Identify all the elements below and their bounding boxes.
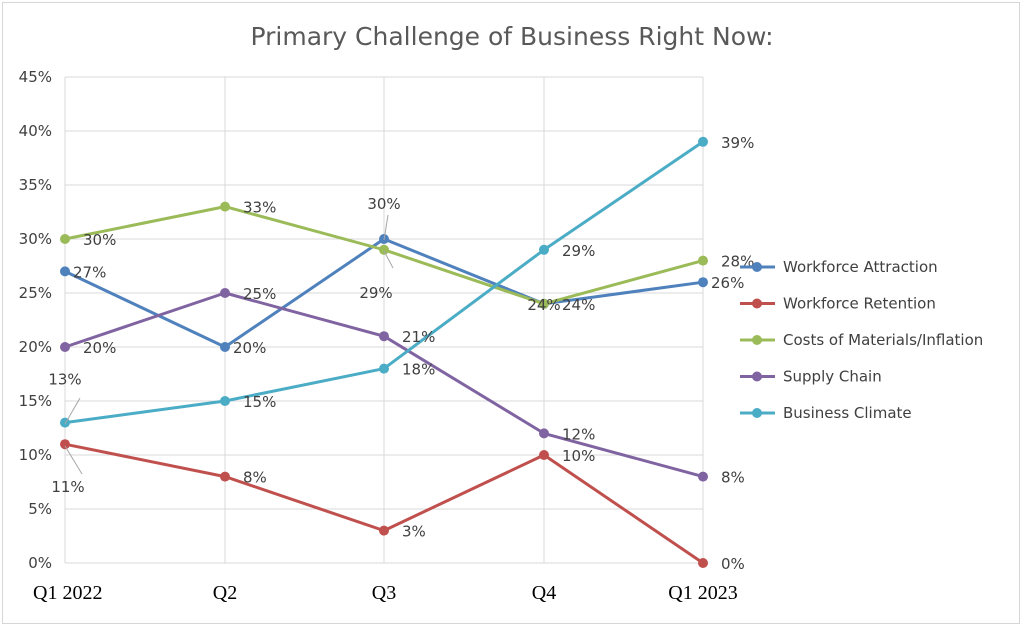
y-tick-label: 0% [28,554,52,572]
data-point [698,558,708,568]
data-label: 3% [402,523,426,541]
leader-line [64,397,81,425]
data-point [698,471,708,482]
x-tick-label: Q1 2022 [33,582,102,604]
data-point [379,525,389,536]
data-label: 18% [402,361,435,379]
data-point [60,342,70,352]
data-label: 20% [233,339,266,357]
legend-marker [752,408,762,418]
data-point [379,331,389,342]
data-label: 29% [359,284,392,302]
data-point [60,417,70,428]
data-point [539,298,549,309]
data-point [60,439,70,450]
data-label: 12% [562,425,595,443]
data-label: 27% [73,263,106,281]
legend-label: Business Climate [783,404,912,422]
data-label: 39% [721,134,754,152]
data-point [379,244,389,255]
data-label: 33% [243,199,276,217]
data-label: 30% [367,195,400,213]
legend-label: Costs of Materials/Inflation [783,331,983,349]
legend: Workforce Attraction Workforce Retention C… [740,258,983,422]
x-tick-label: Q2 [213,582,237,604]
leader-line [64,445,83,475]
legend-label: Workforce Attraction [783,258,938,276]
data-label: 11% [51,478,84,496]
leader-line [383,250,394,269]
data-label: 20% [83,339,116,357]
legend-marker [752,335,762,345]
gridlines [64,76,704,564]
data-point [60,234,70,244]
y-tick-label: 20% [19,338,52,356]
y-tick-label: 15% [19,392,52,410]
data-point [698,136,708,147]
data-point [60,266,70,277]
legend-marker [752,298,762,309]
y-tick-label: 45% [19,68,52,86]
data-point [539,244,549,255]
data-point [220,396,230,406]
data-label: 8% [721,469,745,487]
data-label: 24% [562,296,595,314]
leader-line [383,214,389,241]
data-label: 25% [243,285,276,303]
chart-title: Primary Challenge of Business Right Now: [251,22,774,51]
data-point [698,277,708,288]
y-tick-label: 25% [19,284,52,302]
data-labels: 27% 20% 30% 24% 26% 11% 8% 3% 10% 0% 30% 33% 29% 24% 2… [48,134,754,573]
data-label: 24% [527,296,560,314]
data-label: 29% [562,242,595,260]
data-label: 30% [83,231,116,249]
y-tick-label: 5% [28,500,52,518]
data-point [220,342,230,352]
data-label: 10% [562,447,595,465]
data-point [539,450,549,460]
y-tick-label: 35% [19,176,52,194]
legend-label: Workforce Retention [783,295,936,313]
series-lines [60,136,708,568]
y-tick-label: 10% [19,446,52,464]
y-tick-label: 30% [19,230,52,248]
y-tick-label: 40% [19,122,52,140]
data-label: 26% [711,274,744,292]
data-label: 0% [721,555,745,573]
legend-marker [752,371,762,382]
data-point [220,201,230,212]
data-point [698,255,708,266]
data-label: 21% [402,328,435,346]
data-point [379,363,389,374]
x-tick-label: Q1 2023 [668,582,737,604]
data-point [539,428,549,439]
legend-marker [752,262,762,272]
data-point [220,471,230,482]
x-tick-label: Q3 [372,582,396,604]
data-point [220,288,230,298]
x-axis-ticks: Q1 2022 Q2 Q3 Q4 Q1 2023 [33,582,738,604]
legend-label: Supply Chain [783,368,882,386]
data-label: 15% [243,393,276,411]
y-axis-ticks: 0% 5% 10% 15% 20% 25% 30% 35% 40% 45% [19,68,52,572]
data-label: 13% [48,371,81,389]
x-tick-label: Q4 [532,582,556,604]
data-label: 8% [243,469,267,487]
